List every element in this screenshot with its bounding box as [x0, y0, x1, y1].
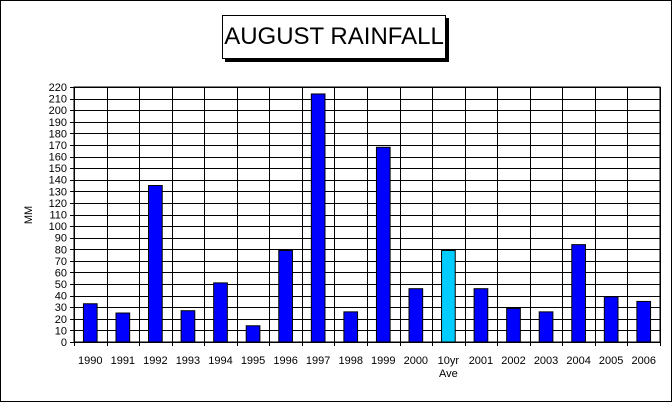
y-tick-label: 120 — [49, 198, 67, 210]
x-tick-label: 1998 — [338, 355, 362, 367]
x-tick-label: 2003 — [534, 355, 558, 367]
bars — [82, 93, 652, 343]
y-tick-label: 130 — [49, 186, 67, 198]
x-tick-label: 10yr — [438, 355, 460, 367]
bar — [115, 312, 131, 343]
y-tick-label: 140 — [49, 175, 67, 187]
y-tick-label: 220 — [49, 82, 67, 94]
x-tick-label: 1999 — [371, 355, 395, 367]
y-tick-labels: 0102030405060708090100110120130140150160… — [49, 82, 67, 349]
bar — [343, 311, 359, 343]
y-tick-label: 150 — [49, 163, 67, 175]
x-tick-label: 1995 — [241, 355, 265, 367]
x-tick-label: Ave — [439, 368, 458, 380]
y-tick-label: 30 — [55, 302, 67, 314]
y-tick-label: 10 — [55, 325, 67, 337]
x-tick-label: 2000 — [404, 355, 428, 367]
y-tick-label: 40 — [55, 291, 67, 303]
y-axis-label: MM — [23, 206, 35, 224]
y-tick-label: 180 — [49, 128, 67, 140]
y-tick-label: 50 — [55, 279, 67, 291]
x-tick-label: 1993 — [176, 355, 200, 367]
y-tick-label: 20 — [55, 314, 67, 326]
x-tick-label: 1997 — [306, 355, 330, 367]
y-tick-label: 100 — [49, 221, 67, 233]
x-tick-labels: 1990 1991 1992 1993 1994 1995 1996 1997 1998 1999… — [78, 355, 656, 380]
y-tick-label: 60 — [55, 267, 67, 279]
chart-title: AUGUST RAINFALL — [222, 15, 446, 59]
x-tick-label: 2002 — [501, 355, 525, 367]
x-tick-label: 1990 — [78, 355, 102, 367]
bar — [82, 303, 98, 343]
bar — [571, 244, 586, 343]
bar — [278, 249, 293, 343]
x-tick-label: 2006 — [631, 355, 655, 367]
bar — [310, 93, 326, 343]
y-tick-label: 170 — [49, 140, 67, 152]
x-tick-label: 2001 — [469, 355, 493, 367]
x-tick-label: 1996 — [273, 355, 297, 367]
y-tick-label: 160 — [49, 152, 67, 164]
bar — [180, 310, 196, 343]
y-tick-label: 110 — [49, 210, 67, 222]
y-tick-label: 200 — [49, 105, 67, 117]
x-tick-label: 1994 — [208, 355, 232, 367]
y-tick-label: 80 — [55, 244, 67, 256]
gridlines — [70, 87, 661, 346]
bar — [408, 288, 424, 343]
x-tick-label: 2005 — [599, 355, 623, 367]
bar — [148, 185, 163, 343]
y-tick-label: 70 — [55, 256, 67, 268]
x-tick-label: 1992 — [143, 355, 167, 367]
x-tick-label: 2004 — [566, 355, 590, 367]
y-tick-label: 90 — [55, 233, 67, 245]
bar — [473, 288, 489, 343]
bar — [213, 282, 228, 343]
y-tick-label: 0 — [61, 337, 67, 349]
bar — [506, 307, 521, 343]
y-tick-label: 210 — [49, 94, 67, 106]
bar — [441, 249, 456, 343]
x-tick-label: 1991 — [111, 355, 135, 367]
y-tick-label: 190 — [49, 117, 67, 129]
bar — [538, 311, 554, 343]
bar — [603, 296, 619, 343]
bar — [636, 300, 652, 343]
bar — [245, 325, 261, 343]
bar — [375, 146, 391, 343]
